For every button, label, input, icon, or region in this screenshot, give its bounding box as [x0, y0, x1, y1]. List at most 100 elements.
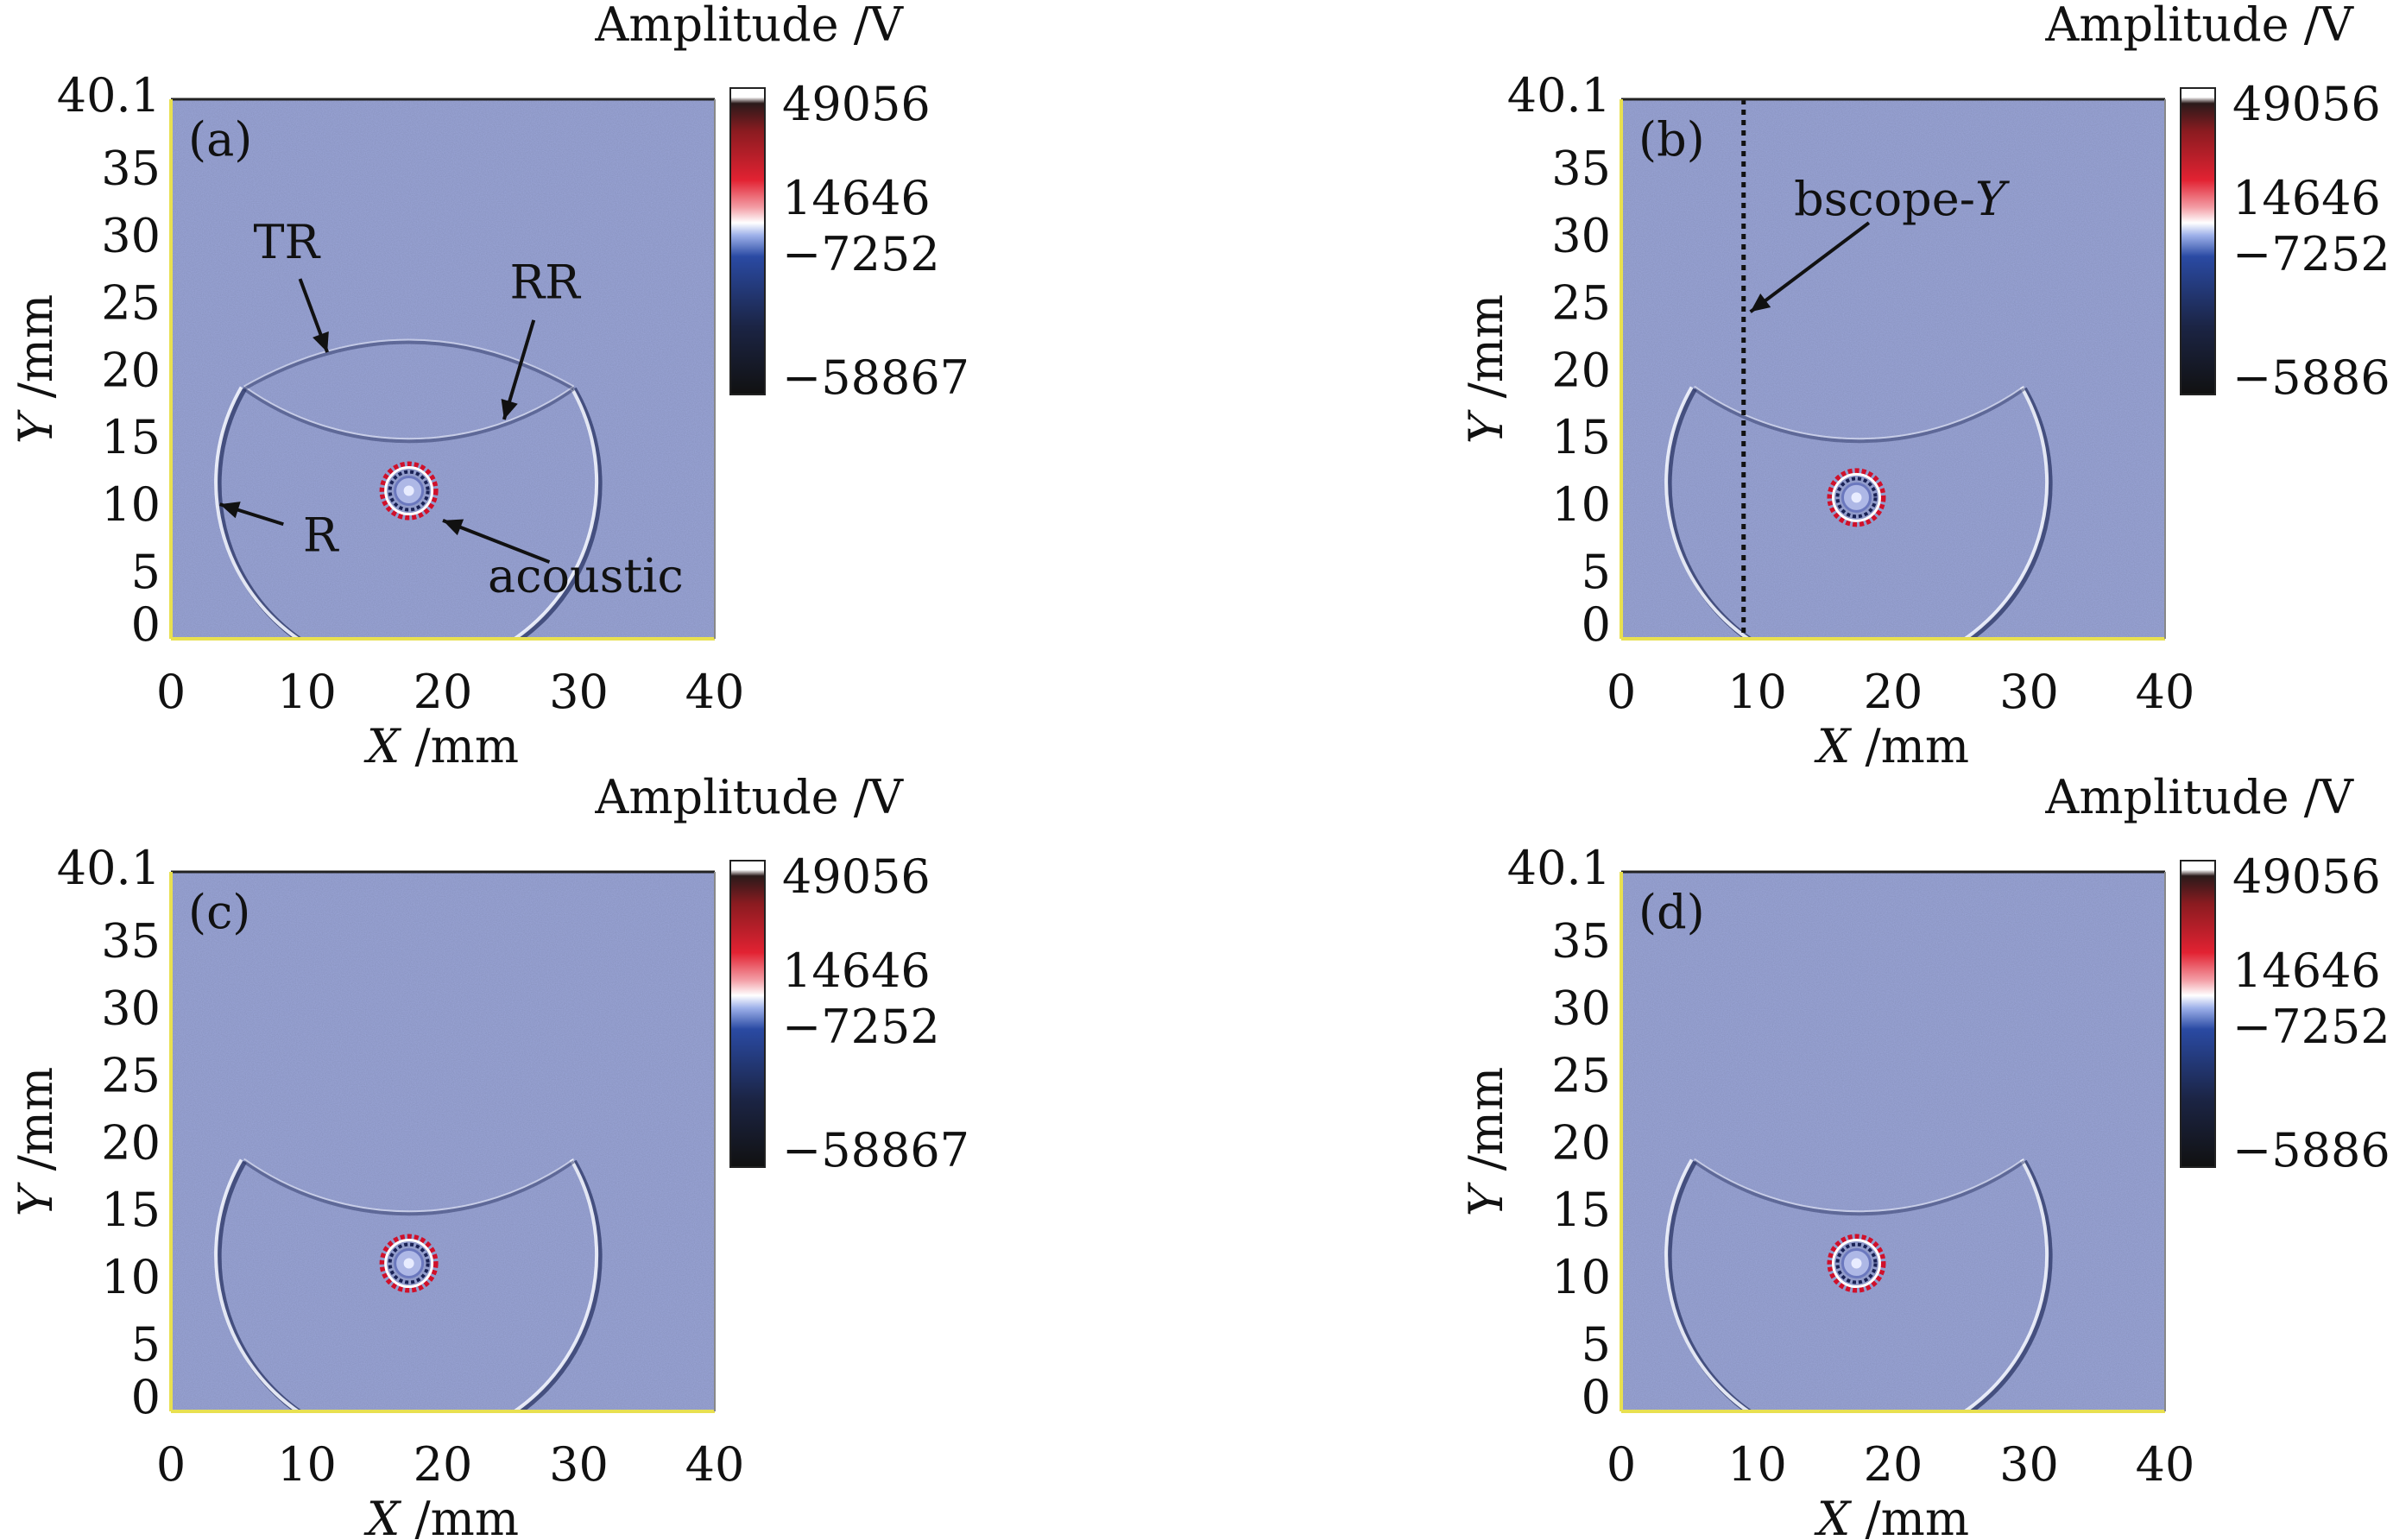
y-tick-label: 20 — [1551, 1115, 1611, 1170]
heatmap-noise — [171, 872, 715, 1411]
outer-arc-dark — [215, 1159, 603, 1411]
x-tick-label: 10 — [277, 665, 337, 719]
outer-arc-bright — [1664, 1158, 2049, 1411]
inner-arc — [1693, 1159, 2025, 1216]
annotation-arrowhead — [219, 502, 241, 519]
outer-arc-dark — [215, 387, 603, 639]
heatmap-noise — [171, 99, 715, 639]
colorbar-tick-label: −58867 — [2232, 1123, 2393, 1177]
spot-core — [403, 485, 414, 496]
spot-core — [1851, 1258, 1862, 1269]
heatmap-features — [214, 338, 603, 639]
spot-ring-outer — [1827, 468, 1886, 527]
colorbar-title: Amplitude /V — [2044, 0, 2354, 52]
y-tick-label: 15 — [1551, 410, 1611, 464]
spot-ring-dark — [388, 1242, 430, 1284]
y-tick-label: 35 — [1551, 141, 1611, 195]
outer-arc-dark — [1665, 387, 2053, 639]
y-axis-title: Y /mm — [1459, 1067, 1513, 1216]
y-axis-title: Y /mm — [9, 294, 63, 444]
y-tick-label: 25 — [101, 275, 161, 330]
annotation-label: R — [303, 508, 339, 563]
y-tick-label: 5 — [1582, 545, 1611, 599]
y-tick-label: 5 — [131, 1317, 161, 1372]
colorbar-tick-label: 14646 — [782, 944, 931, 998]
panel-label: (a) — [188, 112, 252, 167]
y-tick-label: 35 — [101, 913, 161, 968]
panel-label: (d) — [1638, 885, 1705, 939]
x-tick-label: 0 — [1607, 665, 1636, 719]
panel-label: (c) — [188, 885, 250, 939]
y-tick-label: 30 — [101, 981, 161, 1035]
colorbar — [2180, 860, 2216, 1168]
y-tick-label: 10 — [1551, 477, 1611, 532]
y-tick-label: 40.1 — [1507, 841, 1611, 895]
heatmap-features — [214, 1158, 603, 1411]
y-axis-title: Y /mm — [9, 1067, 63, 1216]
x-tick-label: 20 — [1864, 1437, 1923, 1492]
spot-ring-outer — [379, 1234, 439, 1293]
x-tick-label: 30 — [1999, 1437, 2059, 1492]
x-tick-label: 40 — [2136, 665, 2195, 719]
x-tick-label: 40 — [2136, 1437, 2195, 1492]
annotation-arrowhead — [501, 399, 518, 420]
outer-arc-bright — [214, 386, 599, 639]
x-tick-label: 30 — [549, 1437, 609, 1492]
x-tick-label: 0 — [156, 665, 186, 719]
annotation-arrowhead — [1750, 293, 1771, 312]
y-tick-label: 35 — [1551, 913, 1611, 968]
upper-arc-bright — [243, 338, 575, 388]
x-tick-label: 0 — [156, 1437, 186, 1492]
x-axis-title: X /mm — [363, 1492, 519, 1540]
y-tick-label: 0 — [131, 1370, 161, 1424]
y-tick-label: 0 — [1582, 1370, 1611, 1424]
outer-arc-bright — [1664, 386, 2049, 639]
heatmap-noise — [1621, 872, 2165, 1411]
outer-arc-dark — [1665, 1159, 2053, 1411]
colorbar-tick-label: 14646 — [2232, 944, 2381, 998]
x-tick-label: 0 — [1607, 1437, 1636, 1492]
colorbar-tick-label: −58867 — [782, 350, 969, 405]
colorbar-title: Amplitude /V — [2044, 770, 2354, 824]
x-tick-label: 10 — [277, 1437, 337, 1492]
annotation-arrow — [1749, 221, 1871, 313]
colorbar-tick-label: −58867 — [782, 1123, 969, 1177]
inner-arc-bright — [243, 1158, 575, 1213]
colorbar-tick-label: 49056 — [782, 77, 931, 131]
colorbar-tick-label: 49056 — [782, 849, 931, 904]
y-tick-label: 30 — [1551, 208, 1611, 262]
y-tick-label: 25 — [101, 1048, 161, 1102]
y-tick-label: 0 — [1582, 597, 1611, 652]
x-tick-label: 20 — [414, 665, 473, 719]
inner-arc — [243, 387, 575, 444]
colorbar-tick-label: −7252 — [782, 1000, 940, 1054]
annotation-label: bscope-Y — [1794, 172, 2010, 226]
y-tick-label: 15 — [101, 410, 161, 464]
y-tick-label: 30 — [1551, 981, 1611, 1035]
heatmap-noise — [1621, 99, 2165, 639]
x-tick-label: 40 — [685, 1437, 745, 1492]
x-tick-label: 30 — [549, 665, 609, 719]
x-tick-label: 10 — [1727, 665, 1787, 719]
colorbar-tick-label: −7252 — [2232, 1000, 2390, 1054]
spot-ring-dark — [1835, 1242, 1878, 1284]
x-tick-label: 20 — [414, 1437, 473, 1492]
spot-core — [403, 1258, 414, 1269]
y-tick-label: 25 — [1551, 1048, 1611, 1102]
x-axis-title: X /mm — [363, 719, 519, 773]
x-tick-label: 10 — [1727, 1437, 1787, 1492]
spot-ring-dark — [1835, 477, 1878, 519]
colorbar — [729, 860, 766, 1168]
colorbar-tick-label: −7252 — [2232, 227, 2390, 281]
annotation-arrowhead — [313, 331, 329, 353]
y-tick-label: 15 — [101, 1183, 161, 1237]
spot-ring-white — [1831, 1239, 1881, 1289]
y-tick-label: 10 — [101, 1250, 161, 1304]
panel-label: (b) — [1638, 112, 1705, 167]
colorbar — [2180, 87, 2216, 395]
annotation-label: acoustic — [488, 548, 684, 603]
